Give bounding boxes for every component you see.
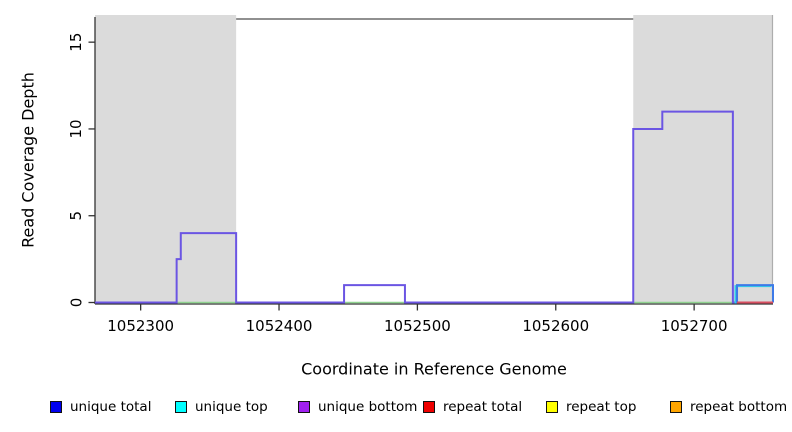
y-tick-label: 10 [67, 119, 85, 138]
x-axis-title: Coordinate in Reference Genome [301, 359, 567, 379]
x-tick-label: 1052400 [246, 317, 313, 335]
legend-item-repeat-top: repeat top [546, 399, 636, 415]
legend-label: repeat top [566, 399, 637, 415]
series-unique-total [736, 284, 774, 303]
legend-swatch-unique-bottom [298, 401, 310, 413]
legend: unique total unique top unique bottom repea… [0, 399, 792, 417]
legend-item-unique-top: unique top [175, 399, 268, 415]
shaded-region-1 [95, 15, 237, 303]
legend-item-repeat-bottom: repeat bottom [670, 399, 787, 415]
legend-item-unique-total: unique total [50, 399, 151, 415]
legend-swatch-repeat-top [546, 401, 558, 413]
y-tick-label: 15 [67, 33, 85, 52]
x-tick-label: 1052600 [522, 317, 589, 335]
legend-swatch-repeat-bottom [670, 401, 682, 413]
y-axis-title: Read Coverage Depth [18, 72, 38, 248]
legend-label: unique top [195, 399, 268, 415]
legend-item-unique-bottom: unique bottom [298, 399, 417, 415]
legend-item-repeat-total: repeat total [423, 399, 522, 415]
y-tick-label: 0 [67, 298, 85, 308]
legend-swatch-unique-total [50, 401, 62, 413]
shaded-region-2 [633, 15, 773, 303]
legend-swatch-unique-top [175, 401, 187, 413]
x-tick-label: 1052500 [384, 317, 451, 335]
legend-label: unique bottom [318, 399, 418, 415]
legend-swatch-repeat-total [423, 401, 435, 413]
legend-label: unique total [70, 399, 152, 415]
series-unique-bottom [95, 110, 773, 304]
x-tick-label: 1052700 [661, 317, 728, 335]
x-tick-label: 1052300 [107, 317, 174, 335]
legend-label: repeat total [443, 399, 523, 415]
legend-label: repeat bottom [690, 399, 788, 415]
y-tick-label: 5 [67, 211, 85, 221]
